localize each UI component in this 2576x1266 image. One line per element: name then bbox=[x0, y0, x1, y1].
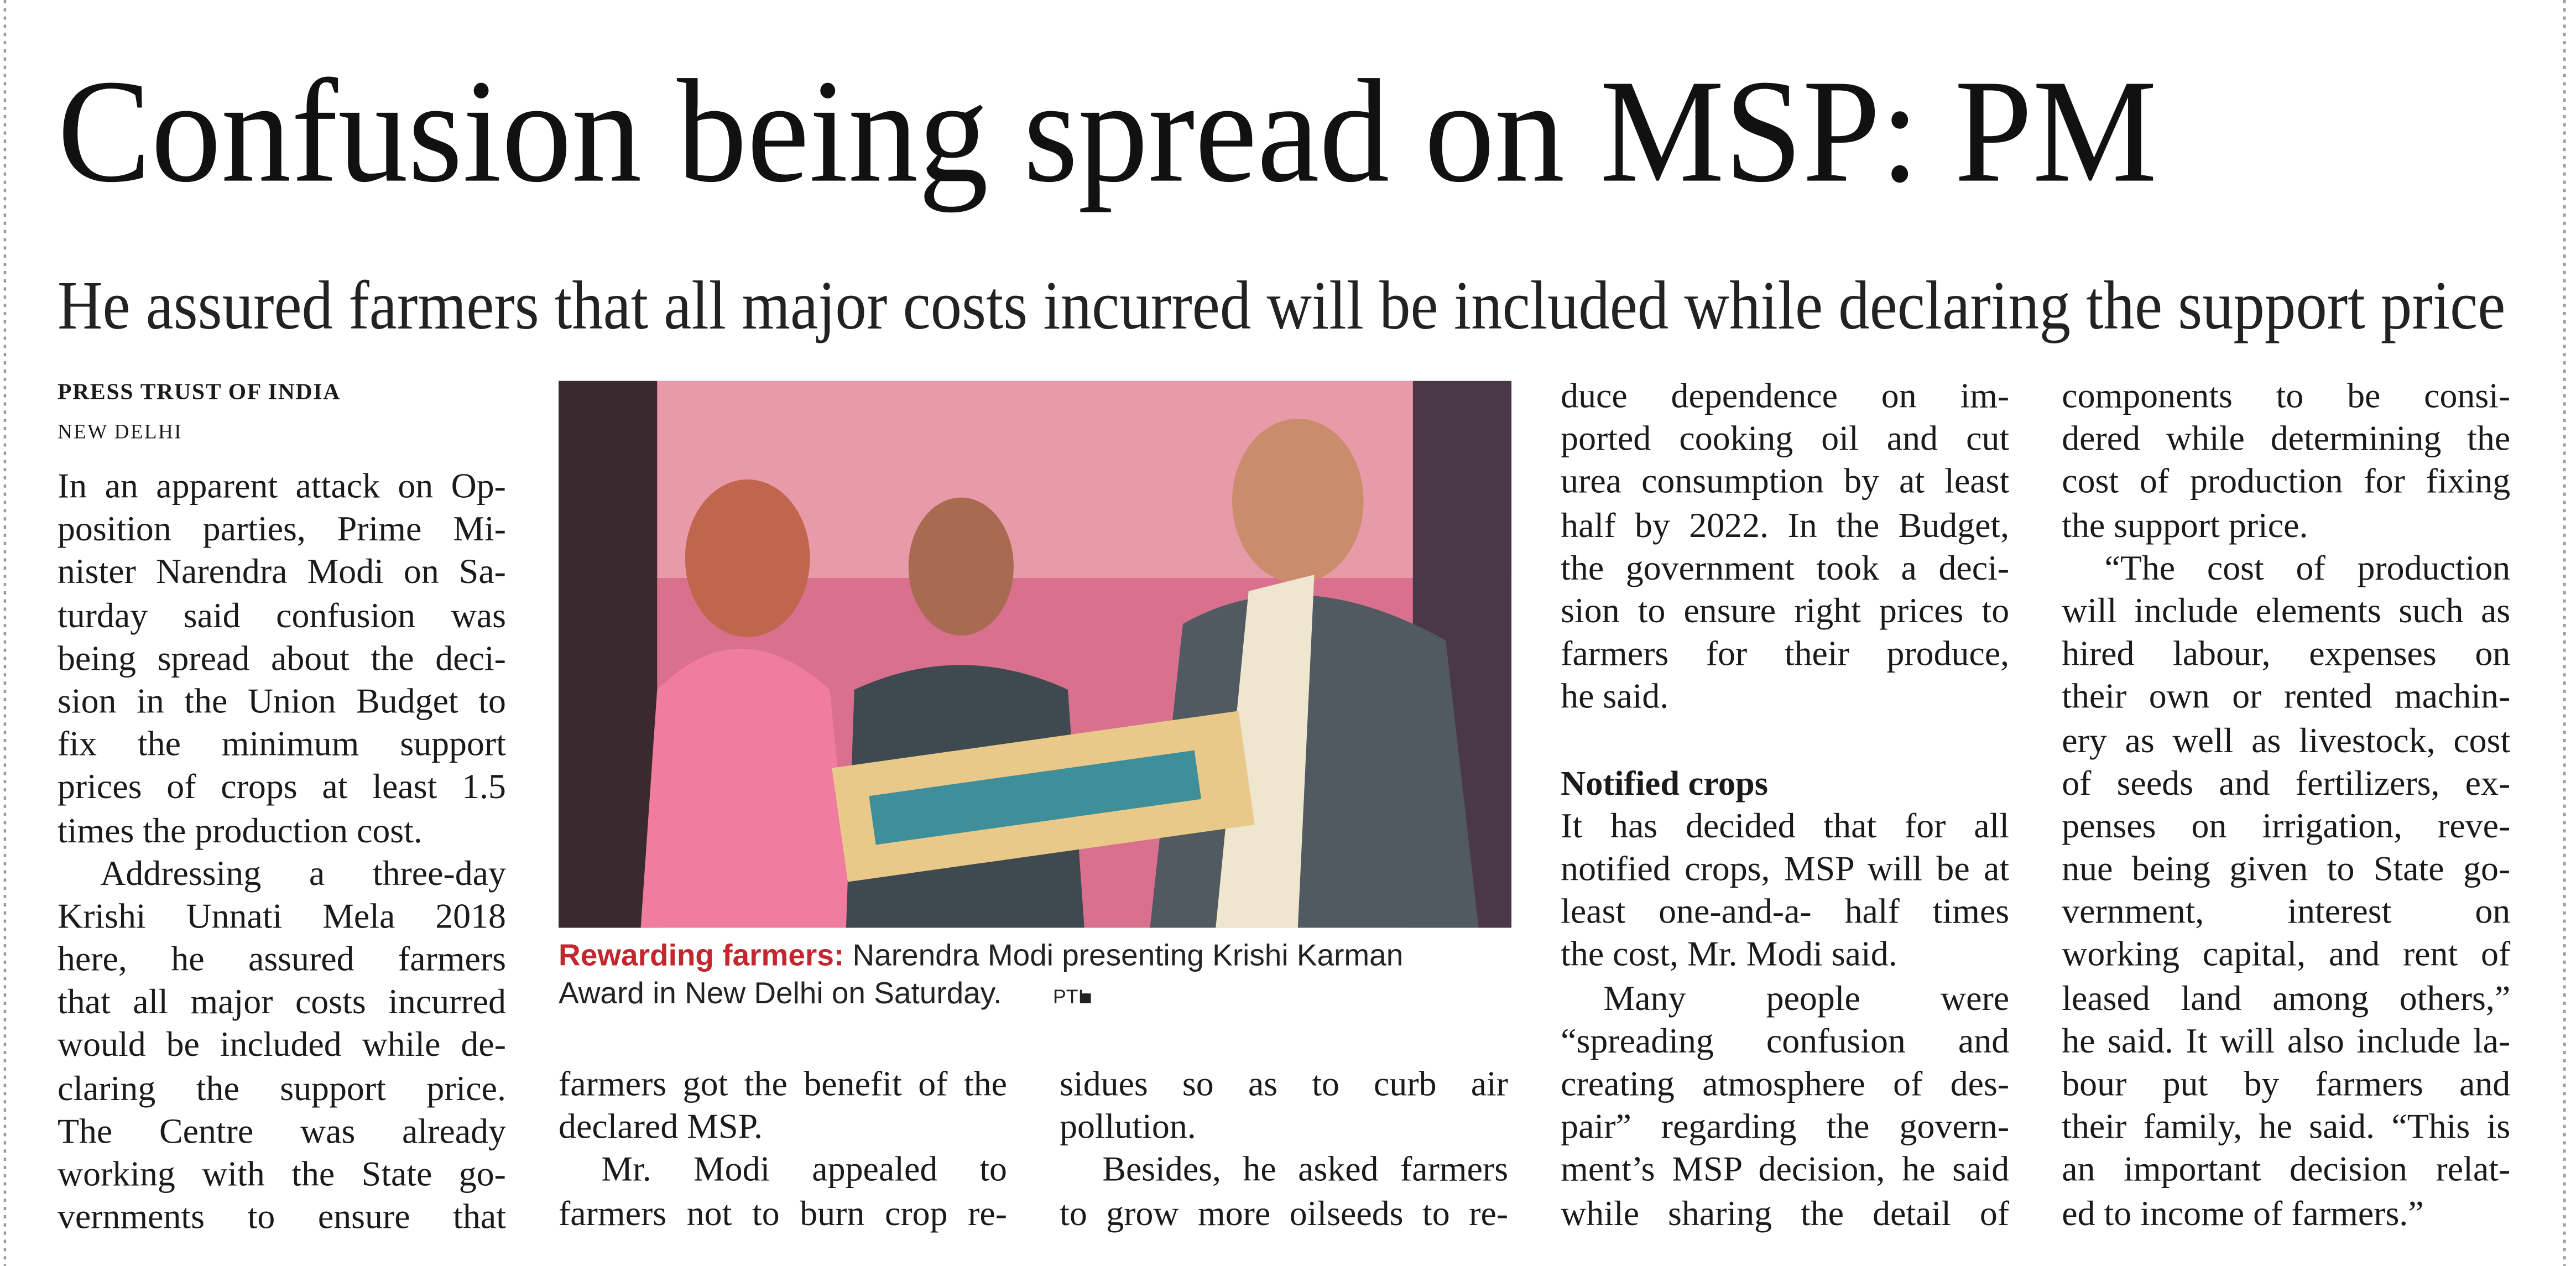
text-line: Besides, he asked farmers bbox=[1102, 1150, 1509, 1190]
text-line: of seeds and fertilizers, ex- bbox=[2062, 763, 2511, 803]
text-line: their own or rented machin- bbox=[2062, 677, 2511, 717]
text-line: least one-and-a- half times bbox=[1561, 892, 2010, 932]
text-line: notified crops, MSP will be at bbox=[1561, 849, 2010, 889]
text-line: “The cost of production bbox=[2104, 548, 2511, 588]
photo-caption: Rewarding farmers: Narendra Modi present… bbox=[559, 936, 1511, 1016]
text-line: nister Narendra Modi on Sa- bbox=[57, 552, 506, 592]
text-line: nue being given to State go- bbox=[2062, 849, 2511, 889]
text-line: pair” regarding the govern- bbox=[1561, 1107, 2010, 1147]
byline: PRESS TRUST OF INDIA bbox=[57, 381, 341, 406]
text-line: Addressing a three-day bbox=[100, 853, 506, 893]
caption-line: Rewarding farmers: Narendra Modi present… bbox=[559, 936, 1511, 973]
text-line: their family, he said. “This is bbox=[2062, 1107, 2511, 1147]
text-line: vernments to ensure that bbox=[57, 1197, 506, 1237]
text-line: Krishi Unnati Mela 2018 bbox=[57, 896, 506, 936]
caption-line: Award in New Delhi on Saturday. PTI bbox=[559, 974, 1511, 1017]
text-line: working capital, and rent of bbox=[2062, 935, 2511, 975]
text-line: pollution. bbox=[1060, 1107, 1196, 1147]
text-line: an important decision relat- bbox=[2062, 1150, 2511, 1190]
text-line: cost of production for fixing bbox=[2062, 462, 2511, 502]
text-line: ment’s MSP decision, he said bbox=[1561, 1150, 2010, 1190]
text-line: the support price. bbox=[2062, 505, 2308, 545]
text-column: In an apparent attack on Op-position par… bbox=[58, 465, 506, 1238]
text-line: farmers for their produce, bbox=[1561, 634, 2010, 674]
text-line: penses on irrigation, reve- bbox=[2062, 806, 2511, 846]
text-line: here, he assured farmers bbox=[57, 939, 506, 979]
text-line: that all major costs incurred bbox=[57, 982, 506, 1022]
caption-text: Narendra Modi presenting Krishi Karman bbox=[852, 937, 1404, 972]
text-line: duce dependence on im- bbox=[1561, 376, 2010, 416]
photo bbox=[559, 381, 1512, 928]
text-line: declared MSP. bbox=[559, 1107, 763, 1147]
text-line: ported cooking oil and cut bbox=[1561, 419, 2010, 459]
text-line: Many people were bbox=[1603, 978, 2010, 1018]
text-line: while sharing the detail of bbox=[1561, 1193, 2010, 1233]
text-line: times the production cost. bbox=[57, 810, 423, 850]
text-line: ed to income of farmers.” bbox=[2062, 1193, 2424, 1233]
text-line: will include elements such as bbox=[2062, 591, 2511, 631]
text-line: being spread about the deci- bbox=[57, 638, 506, 678]
text-line: sidues so as to curb air bbox=[1060, 1064, 1509, 1104]
text-line: leased land among others,” bbox=[2062, 978, 2511, 1018]
text-line: In an apparent attack on Op- bbox=[57, 466, 506, 506]
photo-credit: PTI bbox=[1052, 985, 1084, 1008]
text-line: Mr. Modi appealed to bbox=[601, 1150, 1008, 1190]
text-line: working with the State go- bbox=[57, 1154, 506, 1194]
text-line: the cost, Mr. Modi said. bbox=[1561, 935, 1897, 975]
caption-label: Rewarding farmers: bbox=[559, 937, 844, 972]
caption-text: Award in New Delhi on Saturday. bbox=[559, 975, 1002, 1010]
headline: Confusion being spread on MSP: PM bbox=[58, 49, 2157, 213]
text-line: claring the support price. bbox=[57, 1068, 506, 1108]
text-line: bour put by farmers and bbox=[2062, 1064, 2511, 1104]
text-line: “spreading confusion and bbox=[1561, 1021, 2010, 1061]
text-line: fix the minimum support bbox=[57, 724, 506, 764]
text-line: vernment, interest on bbox=[2062, 892, 2511, 932]
text-line: farmers not to burn crop re- bbox=[559, 1193, 1008, 1233]
text-line: farmers got the benefit of the bbox=[559, 1064, 1008, 1104]
text-line: half by 2022. In the Budget, bbox=[1561, 505, 2010, 545]
text-column: farmers got the benefit of the declared M… bbox=[559, 1062, 1007, 1234]
text-line: would be included while de- bbox=[57, 1025, 506, 1065]
text-line: sion to ensure right prices to bbox=[1561, 591, 2010, 631]
text-line: urea consumption by at least bbox=[1561, 462, 2010, 502]
text-line: the government took a deci- bbox=[1561, 548, 2010, 588]
text-line: dered while determining the bbox=[2062, 419, 2511, 459]
dateline: NEW DELHI bbox=[57, 420, 182, 444]
text-line: hired labour, expenses on bbox=[2062, 634, 2511, 674]
text-line: turday said confusion was bbox=[57, 595, 506, 635]
text-line: he said. It will also include la- bbox=[2062, 1021, 2511, 1061]
text-line: The Centre was already bbox=[57, 1111, 506, 1151]
text-line: components to be consi- bbox=[2062, 376, 2511, 416]
text-line: creating atmosphere of des- bbox=[1561, 1064, 2010, 1104]
text-line: It has decided that for all bbox=[1561, 806, 2010, 846]
text-line: ery as well as livestock, cost bbox=[2062, 720, 2511, 760]
text-line: he said. bbox=[1561, 677, 1669, 717]
text-line: prices of crops at least 1.5 bbox=[57, 767, 506, 807]
text-column: duce dependence on im-ported cooking oil… bbox=[1561, 374, 2009, 1234]
text-line: sion in the Union Budget to bbox=[57, 681, 506, 721]
section-heading: Notified crops bbox=[1561, 763, 1769, 803]
text-line: position parties, Prime Mi- bbox=[57, 509, 506, 549]
credit-marker bbox=[1081, 993, 1091, 1003]
text-column: sidues so as to curb air pollution. Beside… bbox=[1060, 1062, 1508, 1234]
text-column: components to be consi-dered while deter… bbox=[2062, 374, 2510, 1234]
text-line: to grow more oilseeds to re- bbox=[1060, 1193, 1509, 1233]
subheadline: He assured farmers that all major costs … bbox=[58, 267, 2505, 343]
